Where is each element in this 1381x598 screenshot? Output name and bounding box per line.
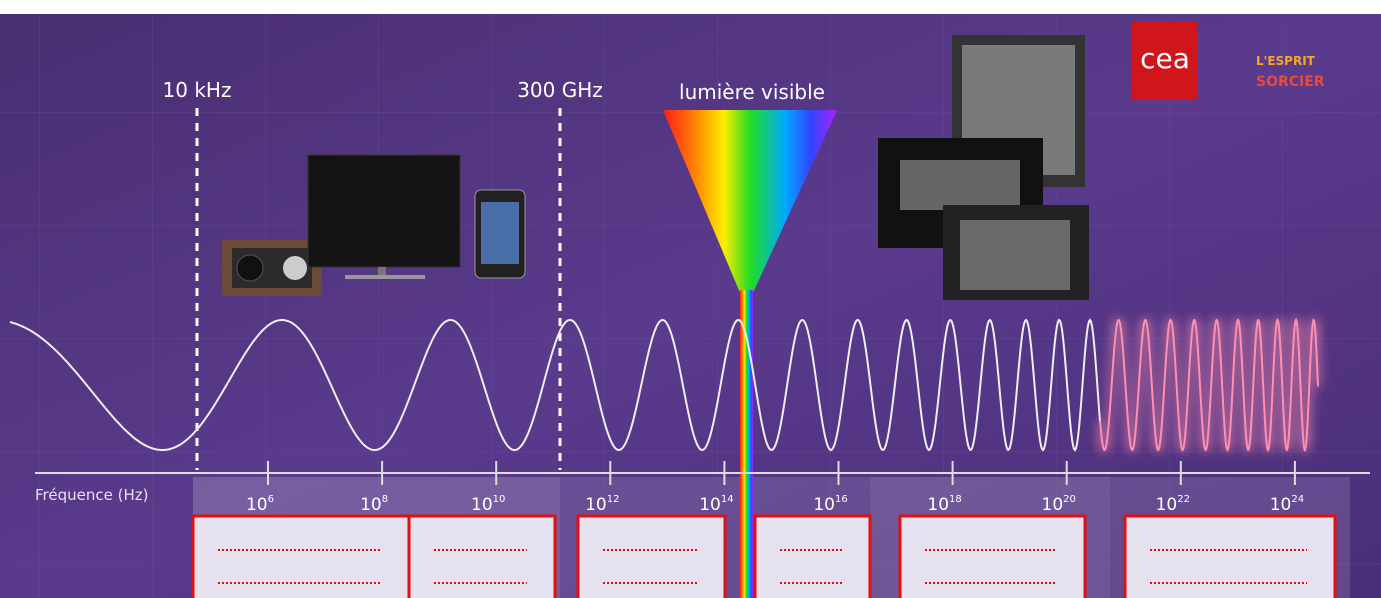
answer-box: [409, 516, 555, 598]
answer-box: [900, 516, 1085, 598]
visible-light-label: lumière visible: [679, 80, 825, 104]
tick-exponent: 16: [835, 494, 848, 505]
page: cea L'ESPRIT SORCIER 10 kHz 300 GHz lumi…: [0, 0, 1381, 598]
tick-exponent: 8: [382, 494, 388, 505]
limit-label: 10 kHz: [163, 78, 232, 102]
tick-base: 10: [585, 495, 607, 515]
answer-box: [193, 516, 409, 598]
cea-logo-text: cea: [1140, 42, 1190, 75]
tick-base: 10: [1042, 495, 1064, 515]
television: [308, 155, 460, 279]
tick-exponent: 20: [1063, 494, 1076, 505]
logo-text: L'ESPRIT: [1256, 54, 1316, 68]
answer-box: [578, 516, 725, 598]
tick-base: 10: [360, 495, 382, 515]
tick-exponent: 10: [493, 494, 506, 505]
axis-label: Fréquence (Hz): [35, 486, 148, 504]
limit-label: 300 GHz: [517, 78, 603, 102]
tick-exponent: 24: [1291, 494, 1304, 505]
tick-base: 10: [699, 495, 721, 515]
phone: [475, 190, 525, 278]
tick-exponent: 6: [268, 494, 274, 505]
tick-base: 10: [471, 495, 493, 515]
tick-exponent: 18: [949, 494, 962, 505]
spectrum-diagram: cea L'ESPRIT SORCIER 10 kHz 300 GHz lumi…: [0, 0, 1381, 598]
tick-base: 10: [1156, 495, 1178, 515]
answer-box: [755, 516, 870, 598]
tick-exponent: 12: [607, 494, 620, 505]
radio: [222, 240, 322, 296]
tick-base: 10: [813, 495, 835, 515]
answer-box: [1125, 516, 1335, 598]
tick-exponent: 14: [721, 494, 734, 505]
tick-exponent: 22: [1177, 494, 1190, 505]
tick-base: 10: [1270, 495, 1292, 515]
logo-text: SORCIER: [1256, 74, 1325, 90]
tick-base: 10: [246, 495, 268, 515]
tick-base: 10: [927, 495, 949, 515]
